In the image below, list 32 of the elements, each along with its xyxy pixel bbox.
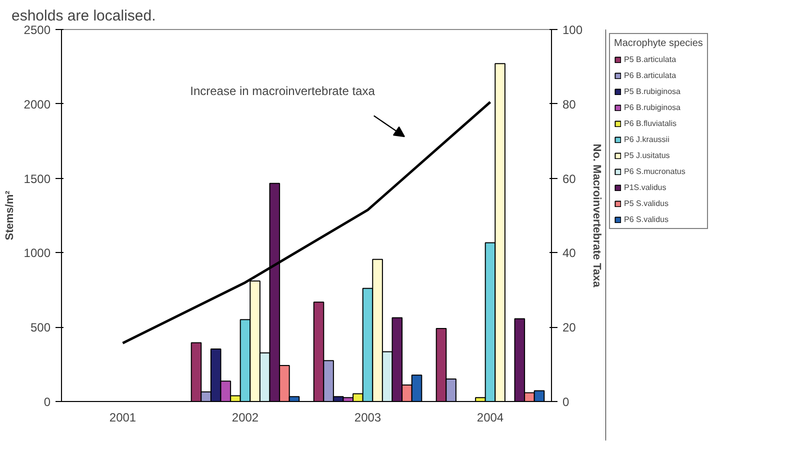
y2-tick-label: 0 <box>562 395 570 409</box>
y-tick-label: 1000 <box>24 246 51 260</box>
y2-tick-label: 40 <box>562 246 576 260</box>
x-tick-label: 2004 <box>476 410 504 424</box>
y2-tick-label: 80 <box>562 97 576 112</box>
text: esholds are localised. <box>12 8 156 24</box>
y-axis-title: Stems/m² <box>4 190 16 240</box>
legend-label: P6 S.mucronatus <box>624 166 686 176</box>
annotation: Increase in macroinvertebrate taxa <box>190 84 376 98</box>
y2-axis-title: No. Macroinvertebrate Taxa <box>590 144 603 288</box>
legend-label: P5 B.articulata <box>624 54 676 64</box>
legend-label: P6 B.fluviatalis <box>624 118 676 128</box>
legend-title: Macrophyte species <box>614 38 703 49</box>
legend-label: P5 J.usitatus <box>624 150 670 160</box>
y-tick-label: 500 <box>30 320 51 335</box>
y2-tick-label: 100 <box>562 23 583 37</box>
legend-label: P6 J.kraussii <box>624 134 670 144</box>
legend-label: P6 B.rubiginosa <box>624 102 680 112</box>
legend-label: P6 B.articulata <box>624 70 676 80</box>
y2-tick-label: 20 <box>562 320 576 335</box>
y-tick-label: 0 <box>44 395 51 409</box>
y-tick-label: 1500 <box>24 172 51 186</box>
y-tick-label: 2500 <box>24 23 51 37</box>
x-tick-label: 2002 <box>232 410 259 424</box>
legend-label: P5 S.validus <box>624 198 668 208</box>
legend-label: P5 B.rubiginosa <box>624 86 680 96</box>
x-tick-label: 2001 <box>109 410 136 424</box>
legend-label: P1S.validus <box>624 182 666 192</box>
legend-label: P6 S.validus <box>624 214 668 224</box>
y2-tick-label: 60 <box>562 172 576 186</box>
x-tick-label: 2003 <box>354 410 382 424</box>
y-tick-label: 2000 <box>24 97 51 112</box>
